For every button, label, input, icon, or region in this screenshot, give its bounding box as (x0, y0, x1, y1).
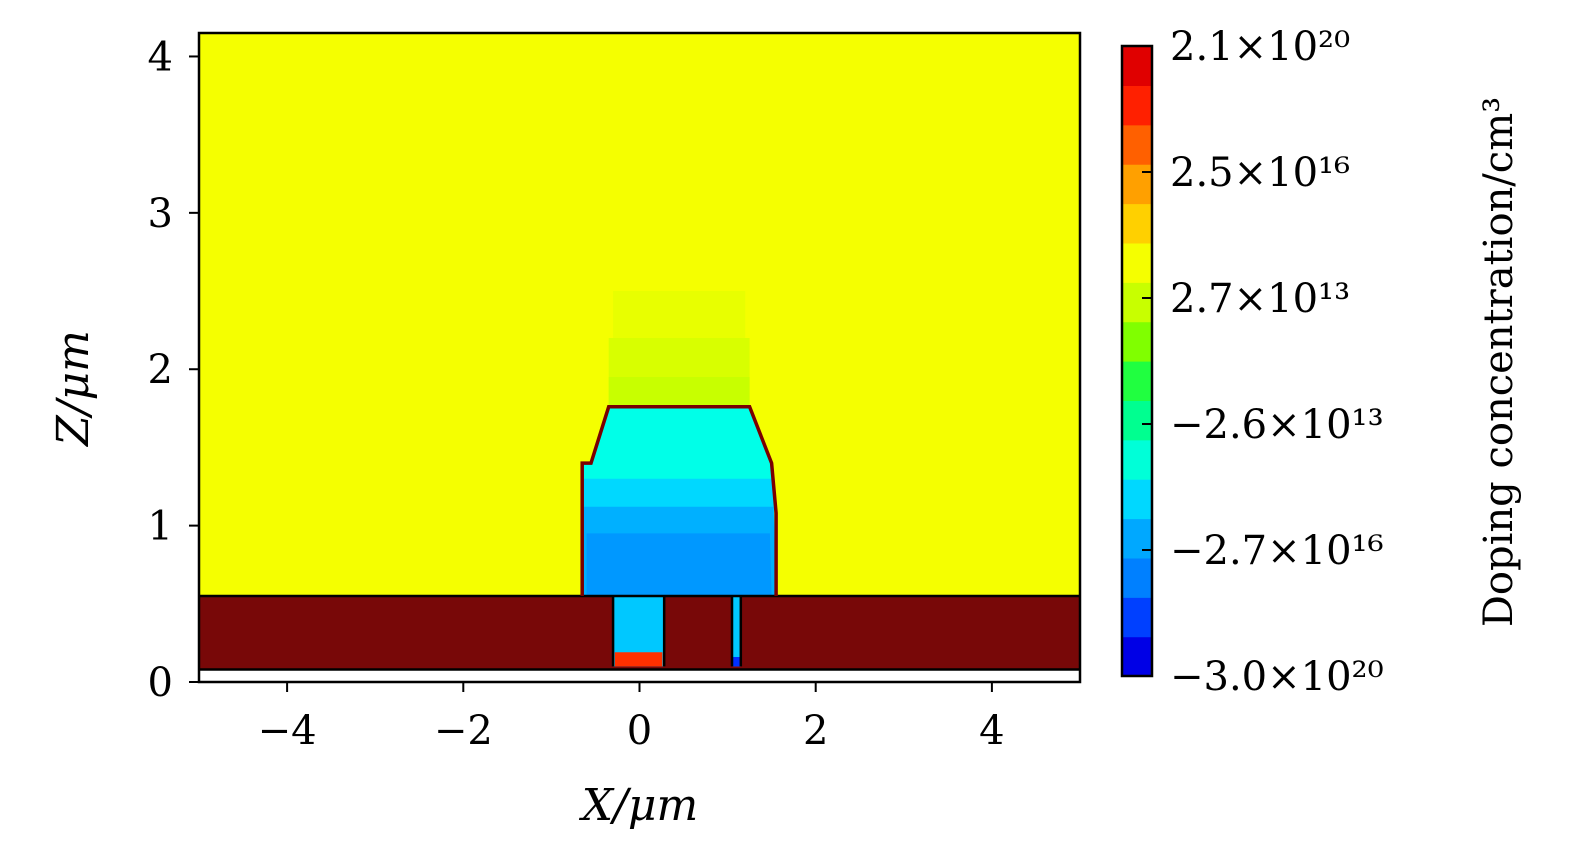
region-contact-left-bottom (614, 652, 663, 667)
colorbar: 2.1×10²⁰ 2.5×10¹⁶ 2.7×10¹³ −2.6×10¹³ −2.7×10… (1120, 24, 1384, 700)
x-tick-label: 0 (627, 708, 652, 754)
x-tick-label: −2 (434, 708, 493, 754)
x-tick-label: −4 (258, 708, 317, 754)
colorbar-segment (1122, 597, 1152, 638)
x-tick-label: 2 (803, 708, 828, 754)
colorbar-title: Doping concentration/cm³ (1476, 97, 1522, 627)
colorbar-segment (1122, 361, 1152, 401)
y-tick-label: 0 (148, 660, 173, 706)
colorbar-tick-label: 2.7×10¹³ (1170, 276, 1350, 322)
colorbar-segment (1122, 46, 1152, 86)
region-contact-right-bottom (732, 657, 741, 667)
colorbar-segment (1122, 636, 1152, 677)
colorbar-segment (1122, 400, 1152, 441)
region-upper-gradient-3 (608, 377, 750, 407)
colorbar-segment (1122, 203, 1152, 244)
colorbar-frame (1120, 44, 1154, 678)
y-axis-title: Z/μm (48, 330, 99, 448)
colorbar-segment (1122, 321, 1152, 362)
colorbar-segment (1122, 124, 1152, 165)
colorbar-segment (1122, 518, 1152, 559)
colorbar-segment (1122, 85, 1152, 126)
y-tick-label: 4 (148, 34, 173, 80)
colorbar-tick-label: −2.7×10¹⁶ (1170, 528, 1384, 574)
heatmap-regions (199, 33, 1080, 671)
y-tick-label: 2 (148, 347, 173, 393)
colorbar-tick-label: −2.6×10¹³ (1170, 402, 1384, 448)
region-contact-left (613, 596, 665, 667)
x-tick-label: 4 (979, 708, 1004, 754)
colorbar-segment (1122, 164, 1152, 205)
colorbar-segment (1122, 282, 1152, 323)
y-tick-label: 1 (148, 504, 173, 550)
y-tick-label: 3 (148, 191, 173, 237)
colorbar-segment (1122, 242, 1152, 283)
colorbar-tick-label: 2.5×10¹⁶ (1170, 150, 1350, 196)
region-mesa-deep-blue (586, 533, 772, 596)
colorbar-segment (1122, 557, 1152, 598)
colorbar-segment (1122, 439, 1152, 480)
colorbar-tick-label: 2.1×10²⁰ (1170, 24, 1350, 70)
colorbar-segment (1122, 479, 1152, 520)
x-axis-title: X/μm (579, 780, 698, 831)
colorbar-tick-label: −3.0×10²⁰ (1170, 654, 1384, 700)
region-contact-right (732, 596, 741, 667)
y-axis: 0 1 2 3 4 (148, 34, 199, 706)
x-axis: −4 −2 0 2 4 (258, 682, 1005, 754)
